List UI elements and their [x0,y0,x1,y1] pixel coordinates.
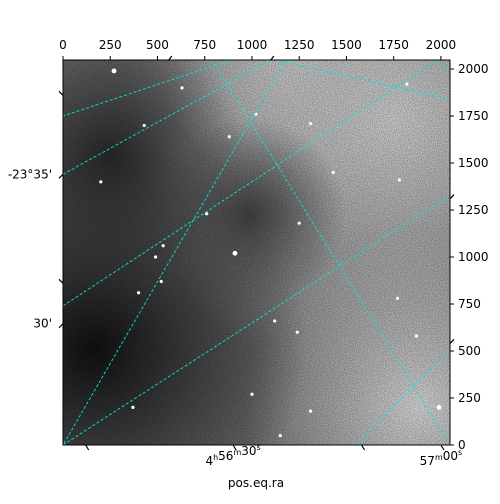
star-7 [161,244,165,248]
dec-tick-0 [58,173,64,179]
star-1 [180,86,184,90]
star-17 [414,334,418,338]
ra-minor-tick-0 [85,444,90,451]
top-tick-label-1: 250 [99,38,122,52]
star-0 [111,68,117,74]
ra-top-tick-0 [168,55,173,61]
grid-line-8 [438,60,450,74]
top-tick-label-4: 1000 [237,38,268,52]
star-15 [397,178,401,182]
right-tick-label-3: 750 [458,297,481,311]
ra-minor-tick-1 [361,444,366,451]
star-12 [273,319,277,323]
right-tick-label-7: 1750 [458,109,489,123]
star-2 [227,135,231,139]
grid-line-6 [63,60,232,117]
right-tick-label-8: 2000 [458,62,489,76]
star-6 [205,212,209,216]
top-tick-label-5: 1250 [284,38,315,52]
right-tick-label-4: 1000 [458,250,489,264]
right-tick-label-0: 0 [458,438,466,452]
star-18 [308,409,313,413]
star-23 [250,392,254,396]
star-3 [308,121,313,126]
dec-minor-tick-1 [58,278,64,284]
top-tick-label-6: 1500 [331,38,362,52]
right-tick-label-2: 500 [458,344,481,358]
star-24 [99,180,103,184]
top-tick-label-8: 2000 [426,38,457,52]
top-tick-label-0: 0 [59,38,67,52]
right-tick-label-5: 1250 [458,203,489,217]
right-tick-label-6: 1500 [458,156,489,170]
plot-frame [62,59,451,446]
top-tick-label-3: 750 [193,38,216,52]
star-4 [142,123,146,128]
star-11 [297,221,301,225]
star-14 [331,170,335,175]
right-tick-label-1: 250 [458,391,481,405]
x-axis-label: pos.eq.ra [228,476,284,490]
star-22 [136,291,141,295]
dec-right-tick-0 [449,194,455,200]
ra-tick-0 [232,444,237,451]
dec-minor-tick-0 [58,90,64,96]
star-10 [159,279,163,284]
grid-line-3 [355,348,450,445]
star-21 [131,405,135,410]
grid-line-5 [63,60,287,445]
star-20 [436,405,442,410]
star-25 [405,82,409,86]
sky-image [63,60,450,445]
top-tick-label-2: 500 [146,38,169,52]
dec-right-tick-1 [449,339,455,344]
grid-line-0 [63,60,272,175]
dec-tick-label-0: -23°35' [8,167,52,181]
ra-tick-1 [440,444,445,451]
star-8 [153,255,158,259]
ra-tick-label-0: 4h56m30s [205,443,260,468]
grid-line-4 [211,60,450,445]
star-16 [395,296,400,300]
grid-line-2 [63,194,450,445]
dec-tick-1 [58,323,64,329]
ra-tick-label-1: 57m00s [420,448,463,468]
star-9 [232,250,238,256]
star-13 [295,330,299,334]
ra-top-tick-1 [270,55,275,61]
dec-tick-label-1: 30' [33,317,52,331]
top-tick-label-7: 1750 [378,38,409,52]
star-19 [278,434,282,438]
